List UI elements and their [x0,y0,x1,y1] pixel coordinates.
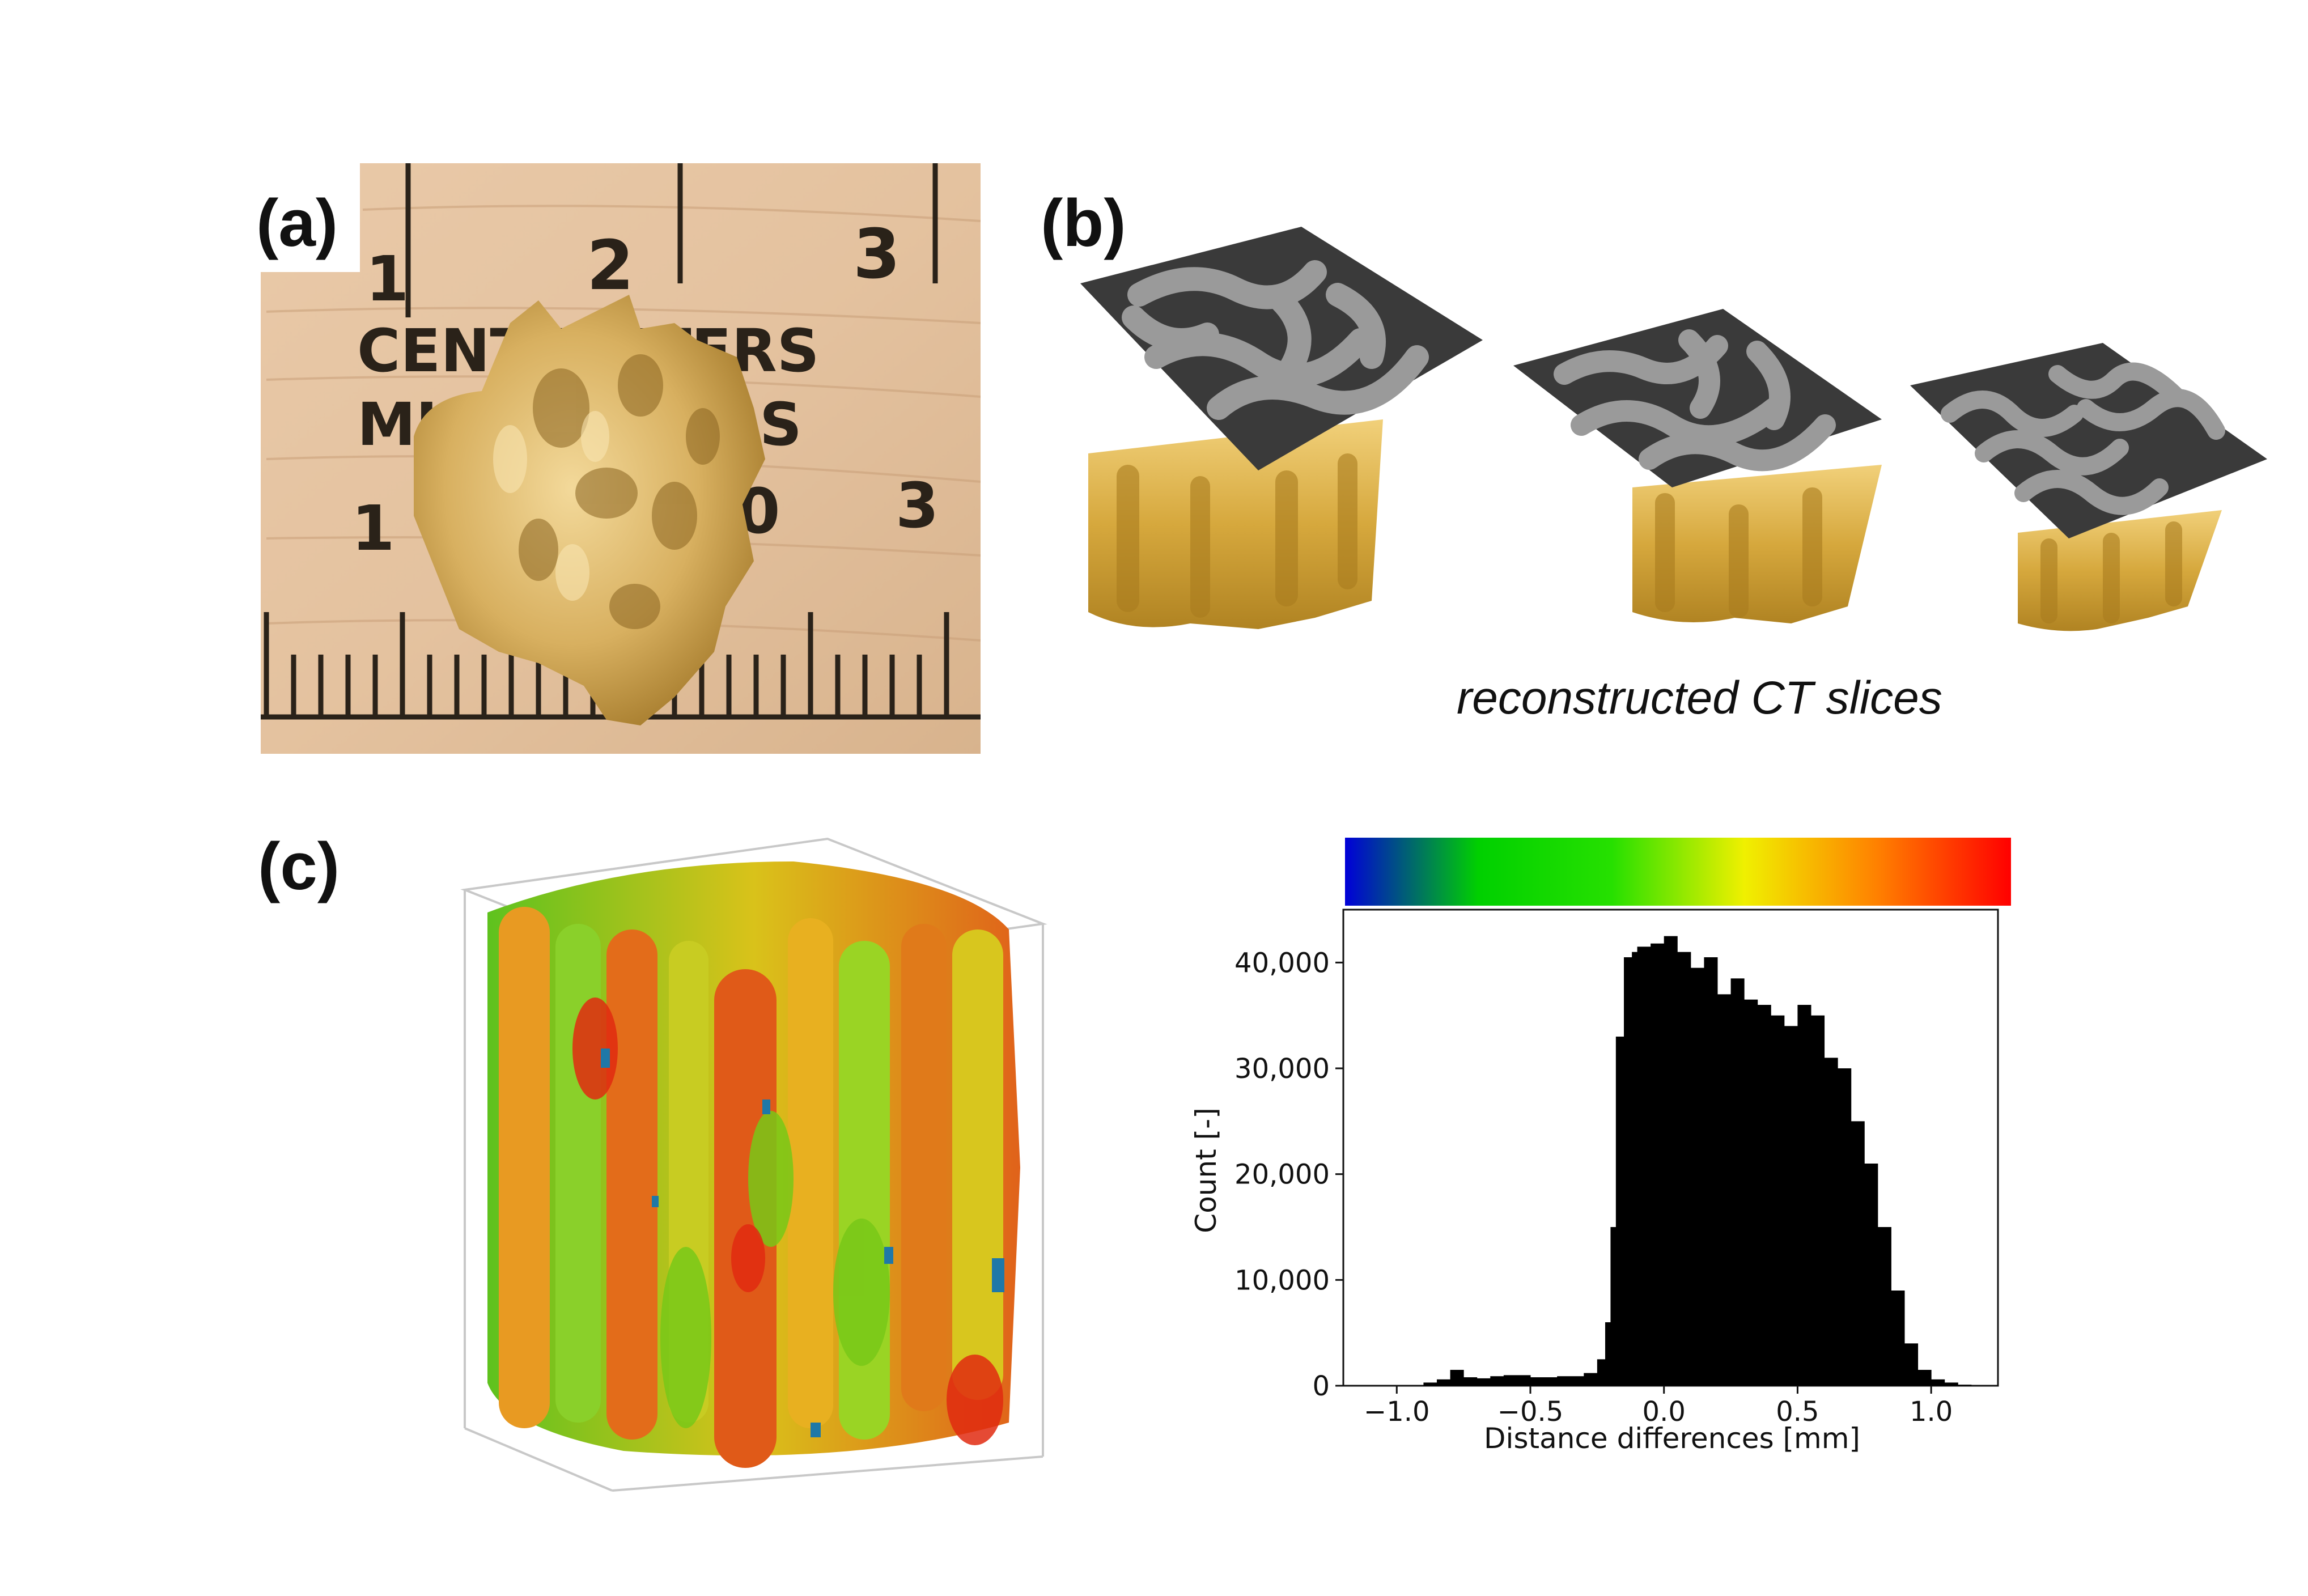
histogram-bar [1797,1005,1811,1386]
histogram-bar [1637,946,1651,1386]
ruler-number-1: 1 [366,243,409,315]
histogram-bar [1651,943,1665,1386]
histogram-bar [1904,1343,1919,1386]
histogram-bar [1891,1291,1905,1386]
histogram-bar [1664,936,1678,1386]
histogram-bar [1503,1375,1531,1386]
histogram-bars [1423,936,1972,1386]
histogram-bar [1744,999,1758,1386]
x-axis-label: Distance differences [mm] [1484,1422,1860,1455]
bounding-box [460,837,1047,1492]
histogram-bar [1610,1227,1617,1386]
ruler-number-1b: 1 [351,492,395,564]
histogram-bar [1437,1379,1451,1386]
histogram-bar [1931,1379,1945,1386]
histogram-bar [1771,1015,1785,1386]
histogram-bar [1423,1382,1437,1386]
panel-a-label: (a) [256,186,338,261]
panel-a: (a) [244,142,981,765]
histogram-bar [1864,1164,1878,1386]
histogram-bar [1677,952,1691,1386]
ct-slice-3 [1910,343,2267,631]
histogram-bar [1530,1377,1558,1386]
panel-b-label: (b) [1041,186,1126,261]
y-ticks: 0 10,000 20,000 30,000 40,000 [1234,947,1343,1402]
histogram-bar [1615,1037,1624,1386]
x-tick-label: −0.5 [1497,1396,1564,1428]
y-axis-label: Count [-] [1190,1107,1223,1233]
x-tick-label: 1.0 [1910,1396,1953,1428]
histogram-bar [1450,1370,1464,1386]
ct-slice-renderings [1080,227,2267,631]
ruler-number-3: 3 [853,215,901,294]
histogram-bar [1730,978,1745,1386]
histogram-chart: −1.0 −0.5 0.0 0.5 1.0 0 10,000 20,000 30,000 40,… [1190,909,1999,1455]
histogram-bar [1557,1376,1584,1386]
y-tick-label: 30,000 [1234,1053,1330,1085]
x-tick-label: 0.5 [1776,1396,1819,1428]
histogram-bar [1838,1068,1852,1386]
histogram-bar [1632,952,1638,1386]
ruler-number-3b: 3 [896,469,939,542]
histogram-bar [1624,957,1632,1386]
histogram-bar [1597,1359,1606,1386]
ct-slice-1 [1080,227,1483,629]
panel-b-caption: reconstructed CT slices [1457,672,1942,724]
x-ticks: −1.0 −0.5 0.0 0.5 1.0 [1364,1386,1953,1428]
x-tick-label: 0.0 [1643,1396,1686,1428]
printed-part [414,295,765,725]
histogram-bar [1757,1005,1771,1386]
panel-b: (b) reconstr [1020,170,2296,765]
histogram-bar [1877,1227,1891,1386]
y-tick-label: 10,000 [1234,1264,1330,1296]
histogram-bar [1605,1322,1611,1386]
histogram-bar [1824,1058,1838,1386]
x-tick-label: −1.0 [1364,1396,1430,1428]
histogram-bar [1477,1378,1491,1386]
histogram-bar [1811,1015,1825,1386]
histogram-bar [1584,1373,1598,1386]
histogram-bar [1463,1377,1478,1386]
histogram-bar [1851,1121,1865,1386]
colorbar [1343,836,2013,907]
ruler-photo: 1 2 3 1 0 3 CENTIMETERS MILLIMETERS [261,163,981,754]
histogram-bar [1917,1370,1932,1386]
ct-slice-2 [1513,309,1882,623]
histogram-bar [1784,1026,1798,1386]
histogram-bar [1490,1376,1504,1386]
histogram-bar [1944,1382,1958,1386]
histogram-bar [1690,967,1704,1386]
colour-deviation-render [460,837,1047,1492]
histogram-bar [1958,1385,1972,1386]
histogram-bar [1717,994,1732,1386]
ruler-number-2: 2 [587,227,634,305]
y-tick-label: 0 [1312,1370,1330,1402]
panel-c-label: (c) [258,829,340,904]
histogram-bar [1704,957,1718,1386]
y-tick-label: 20,000 [1234,1159,1330,1191]
y-tick-label: 40,000 [1234,947,1330,979]
